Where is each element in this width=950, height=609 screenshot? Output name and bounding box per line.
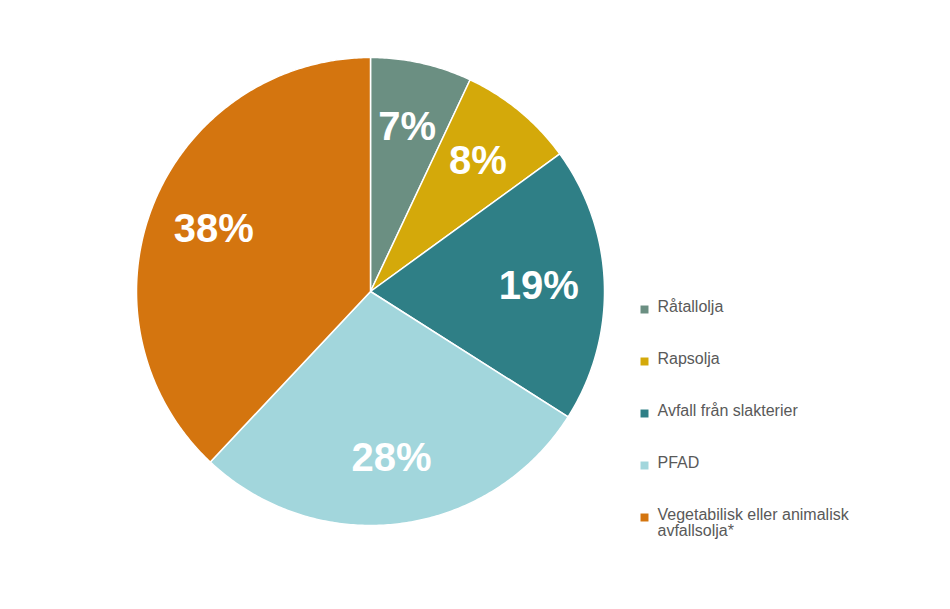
svg-text:19%: 19%: [499, 263, 579, 307]
svg-text:7%: 7%: [378, 104, 436, 148]
svg-text:38%: 38%: [174, 206, 254, 250]
svg-text:PFAD: PFAD: [658, 454, 700, 471]
svg-text:Vegetabilisk eller animaliskav: Vegetabilisk eller animaliskavfallsolja*: [658, 506, 850, 539]
svg-text:8%: 8%: [449, 138, 507, 182]
svg-text:Råtallolja: Råtallolja: [658, 298, 724, 315]
svg-text:28%: 28%: [352, 435, 432, 479]
svg-text:Rapsolja: Rapsolja: [658, 350, 720, 367]
svg-text:Avfall från slakterier: Avfall från slakterier: [658, 402, 799, 419]
